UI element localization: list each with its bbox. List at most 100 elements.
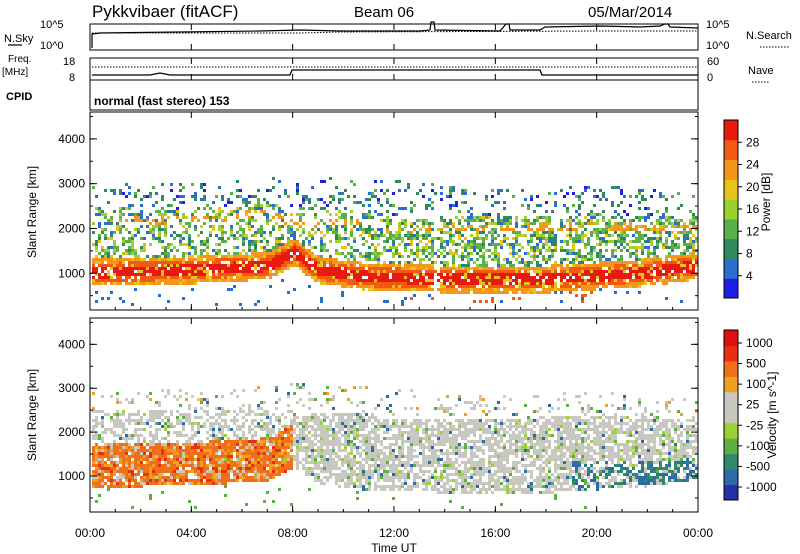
velocity-cell xyxy=(140,446,143,449)
velocity-cell xyxy=(194,434,197,437)
velocity-cell xyxy=(227,467,230,470)
velocity-cell xyxy=(239,449,242,452)
power-cell xyxy=(539,267,542,270)
velocity-cell xyxy=(149,398,152,401)
power-cell xyxy=(560,189,563,192)
power-cell xyxy=(107,255,110,258)
velocity-cell xyxy=(305,416,308,419)
power-cell xyxy=(104,189,107,192)
power-cell xyxy=(194,195,197,198)
power-cell xyxy=(245,204,248,207)
power-cell xyxy=(464,270,467,273)
power-cell xyxy=(221,198,224,201)
power-cell xyxy=(395,282,398,285)
power-cell xyxy=(371,216,374,219)
power-cell xyxy=(671,261,674,264)
power-cell xyxy=(635,282,638,285)
velocity-cell xyxy=(161,419,164,422)
velocity-cell xyxy=(296,455,299,458)
power-cell xyxy=(686,255,689,258)
power-cell xyxy=(455,249,458,252)
velocity-cell xyxy=(128,413,131,416)
power-cell xyxy=(536,270,539,273)
power-cell xyxy=(689,264,692,267)
power-cell xyxy=(575,258,578,261)
velocity-cell xyxy=(218,473,221,476)
power-cell xyxy=(146,219,149,222)
power-cell xyxy=(182,273,185,276)
power-cell xyxy=(623,279,626,282)
power-cell xyxy=(338,276,341,279)
power-cell xyxy=(557,264,560,267)
power-cell xyxy=(419,258,422,261)
velocity-cell xyxy=(245,446,248,449)
power-cell xyxy=(188,222,191,225)
power-cell xyxy=(413,279,416,282)
power-cell xyxy=(95,270,98,273)
power-cell xyxy=(200,198,203,201)
velocity-cell xyxy=(242,389,245,392)
power-cell xyxy=(494,276,497,279)
power-cell xyxy=(347,264,350,267)
power-cell xyxy=(419,240,422,243)
power-cell xyxy=(509,276,512,279)
power-cell xyxy=(287,195,290,198)
power-cell xyxy=(413,228,416,231)
power-cell xyxy=(266,189,269,192)
power-cell xyxy=(503,270,506,273)
power-cell xyxy=(182,231,185,234)
power-cell xyxy=(554,282,557,285)
power-cell xyxy=(92,267,95,270)
power-cell xyxy=(212,261,215,264)
power-cell xyxy=(197,261,200,264)
power-cell xyxy=(173,213,176,216)
power-cell xyxy=(626,213,629,216)
power-cell xyxy=(485,273,488,276)
velocity-cell xyxy=(131,464,134,467)
power-cell xyxy=(425,255,428,258)
power-cell xyxy=(431,228,434,231)
power-cell xyxy=(584,282,587,285)
velocity-cell xyxy=(206,476,209,479)
power-cell xyxy=(425,249,428,252)
power-cell xyxy=(242,267,245,270)
power-cell xyxy=(566,240,569,243)
power-cell xyxy=(137,282,140,285)
power-cell xyxy=(665,198,668,201)
power-cell xyxy=(443,288,446,291)
power-cell xyxy=(110,219,113,222)
power-cell xyxy=(179,282,182,285)
power-cell xyxy=(134,258,137,261)
velocity-cell xyxy=(128,482,131,485)
power-cell xyxy=(224,279,227,282)
velocity-cell xyxy=(266,437,269,440)
power-cell xyxy=(512,285,515,288)
power-cell xyxy=(212,228,215,231)
power-cell xyxy=(245,237,248,240)
power-cell xyxy=(596,252,599,255)
power-cell xyxy=(512,297,515,300)
power-cell xyxy=(446,222,449,225)
power-cell xyxy=(209,219,212,222)
velocity-cell xyxy=(233,419,236,422)
power-cell xyxy=(668,246,671,249)
velocity-cell xyxy=(104,449,107,452)
power-cell xyxy=(350,180,353,183)
power-cell xyxy=(119,267,122,270)
power-cell xyxy=(236,195,239,198)
power-cell xyxy=(545,282,548,285)
power-cell xyxy=(437,237,440,240)
power-cell xyxy=(611,267,614,270)
power-cell xyxy=(377,255,380,258)
velocity-cell xyxy=(161,443,164,446)
power-cell xyxy=(146,216,149,219)
power-cell xyxy=(464,237,467,240)
power-cell xyxy=(566,249,569,252)
power-cell xyxy=(179,195,182,198)
velocity-cell xyxy=(233,416,236,419)
power-cell xyxy=(344,255,347,258)
velocity-cell xyxy=(269,440,272,443)
velocity-cell xyxy=(209,482,212,485)
power-cell xyxy=(470,228,473,231)
power-cell xyxy=(512,228,515,231)
